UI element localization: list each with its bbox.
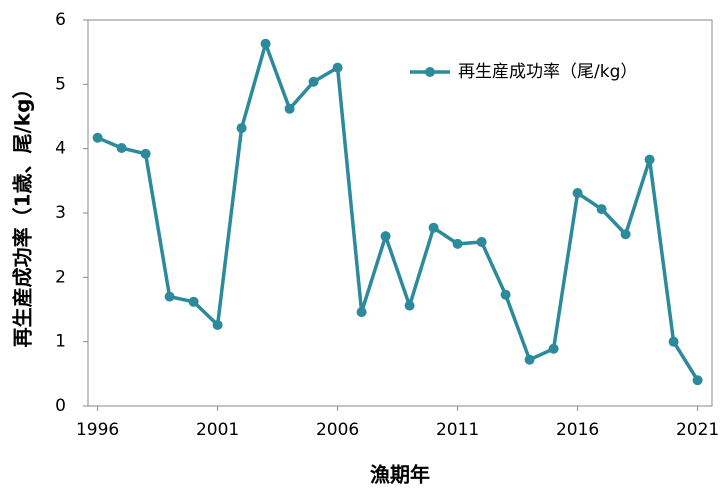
data-point: [164, 291, 175, 302]
data-point: [236, 123, 247, 134]
data-point: [140, 148, 151, 159]
legend-label: 再生産成功率（尾/kg）: [458, 62, 637, 82]
x-tick-label: 2001: [196, 420, 239, 440]
data-point: [476, 236, 487, 247]
data-point: [644, 154, 655, 165]
data-point: [620, 229, 631, 240]
y-tick-label: 0: [55, 396, 66, 416]
data-point: [332, 62, 343, 73]
data-point: [692, 375, 703, 386]
legend-marker: [425, 67, 435, 77]
data-point: [596, 204, 607, 215]
x-axis-title: 漁期年: [370, 463, 430, 487]
data-point: [284, 103, 295, 114]
data-line: [96, 42, 700, 382]
x-tick-label: 2011: [436, 420, 479, 440]
data-point: [428, 222, 439, 233]
x-tick-label: 1996: [76, 420, 119, 440]
data-point: [668, 336, 679, 347]
y-tick-label: 1: [55, 332, 66, 352]
data-point: [356, 307, 367, 318]
x-tick-label: 2021: [676, 420, 719, 440]
x-tick-label: 2006: [316, 420, 359, 440]
data-point: [524, 354, 535, 365]
data-point: [116, 143, 127, 154]
data-point: [452, 238, 463, 249]
data-point: [548, 343, 559, 354]
data-point: [380, 231, 391, 242]
data-point: [92, 132, 103, 143]
data-point: [308, 76, 319, 87]
y-tick-label: 5: [55, 74, 66, 94]
y-tick-label: 4: [55, 139, 66, 159]
data-point: [500, 289, 511, 300]
data-point: [260, 38, 271, 49]
data-point: [572, 188, 583, 199]
y-axis-title: 再生産成功率（1歳、尾/kg）: [11, 79, 35, 348]
data-point: [188, 296, 199, 307]
data-point: [212, 319, 223, 330]
data-point: [404, 300, 415, 311]
y-tick-label: 6: [55, 10, 66, 30]
y-tick-label: 2: [55, 267, 66, 287]
x-tick-label: 2016: [556, 420, 599, 440]
y-tick-label: 3: [55, 203, 66, 223]
